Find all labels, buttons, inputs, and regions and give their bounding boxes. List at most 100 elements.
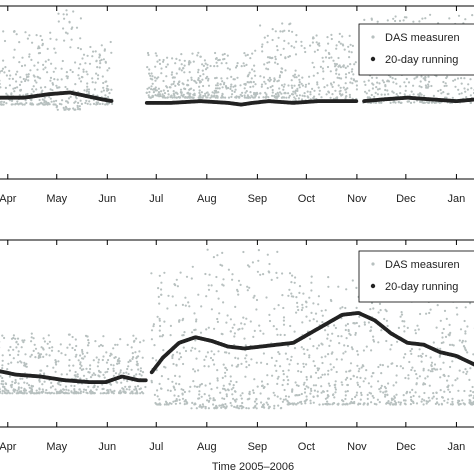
das-point [346,383,349,387]
das-point [341,306,344,309]
das-point [226,67,229,70]
das-point [72,107,75,110]
das-point [439,319,442,322]
das-point [335,68,338,71]
das-point [24,389,28,392]
das-point [110,88,113,91]
das-point [194,347,197,350]
das-point [29,69,32,72]
das-point [461,341,464,344]
das-point [316,48,319,52]
das-point [334,386,337,389]
das-point [327,395,330,398]
das-point [427,83,430,86]
das-point [276,395,279,398]
das-point [200,305,203,308]
das-point [57,12,60,15]
das-point [451,400,454,403]
bottom-panel: Apr May Jun Jul Aug Sep Oct Nov Dec Jan DAS measu… [0,239,474,473]
das-point [202,94,205,98]
das-point [198,85,201,88]
das-point [204,68,208,71]
x-tick-label: Jun [98,441,116,453]
das-point [150,272,153,275]
das-point [35,34,38,37]
das-point [254,49,257,52]
das-point [158,382,161,385]
das-point [295,76,298,79]
das-point [451,360,454,363]
das-point [428,384,431,387]
das-point [290,292,293,295]
das-point [73,101,76,104]
das-point [250,77,253,80]
das-point [372,83,375,86]
das-point [249,91,252,94]
das-point [43,380,46,383]
das-point [404,376,407,380]
das-point [119,389,122,392]
das-point [278,91,282,94]
das-point [252,296,255,299]
das-point [334,326,337,330]
das-point [52,103,55,106]
das-point [441,331,444,335]
das-point [355,391,359,394]
das-point [216,369,219,372]
das-point [179,402,182,405]
das-point [442,327,445,331]
das-point [225,395,228,398]
das-point [16,389,19,392]
das-point [286,358,289,361]
das-point [392,81,395,84]
das-point [257,96,261,99]
das-point [209,96,212,99]
das-point [86,392,89,395]
das-point [171,295,174,298]
das-point [89,367,92,371]
das-point [44,86,47,89]
das-point [349,369,352,372]
das-point [457,389,460,392]
das-point [236,365,239,368]
das-point [176,82,180,85]
das-point [57,360,60,363]
das-point [73,384,76,388]
das-point [278,74,282,77]
das-point [228,68,231,71]
das-point [73,348,77,352]
das-point [167,93,170,96]
das-point [262,405,265,408]
das-point [455,306,458,309]
das-point [286,400,289,403]
bottom-panel-legend-box [358,250,474,303]
das-point [465,372,468,375]
das-point [41,383,44,386]
das-point [313,389,316,392]
das-point [156,60,159,63]
das-point [206,63,209,66]
das-point [177,395,180,398]
das-point [416,324,419,327]
das-point [207,84,211,87]
das-point [260,361,263,364]
das-point [174,84,177,87]
das-point [182,388,185,392]
das-point [195,320,198,323]
das-point [469,94,472,97]
das-point [324,49,327,52]
das-point [339,307,342,310]
das-point [67,97,71,100]
das-point [18,102,22,105]
das-point [17,353,20,356]
das-point [21,392,24,395]
das-point [12,30,16,33]
das-point [109,388,112,391]
das-point [469,78,472,81]
das-point [360,393,363,397]
das-point [231,364,234,367]
das-point [261,50,264,53]
das-point [196,385,199,388]
das-point [199,383,202,386]
